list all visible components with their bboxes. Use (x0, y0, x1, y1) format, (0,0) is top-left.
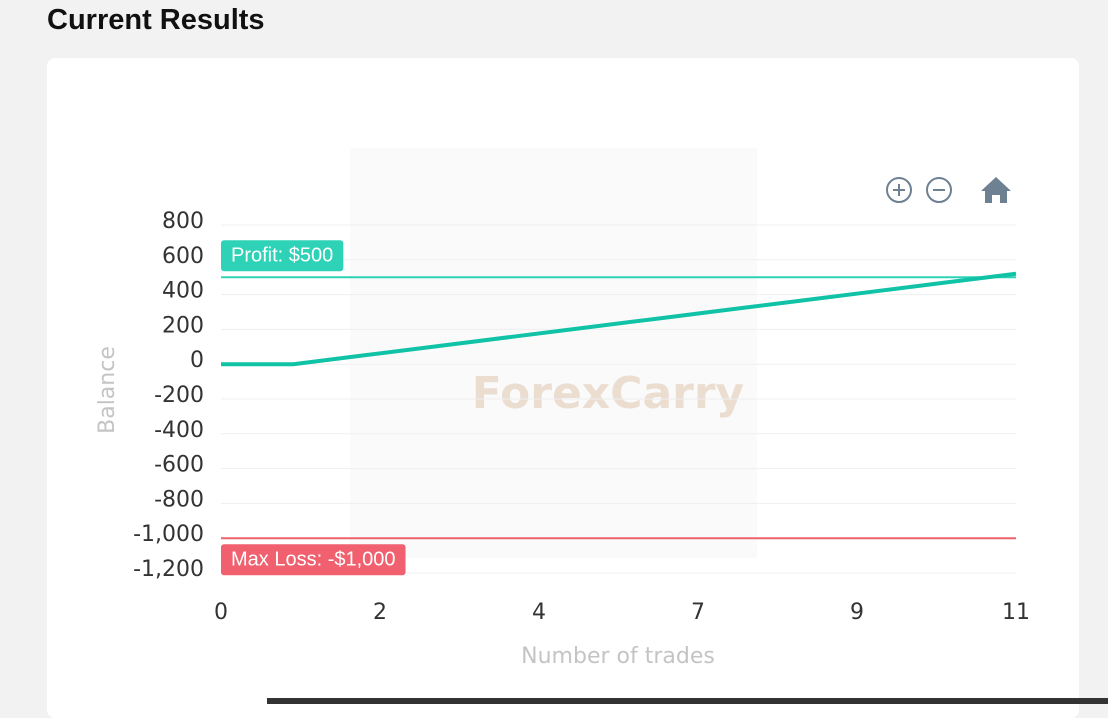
x-tick-label: 9 (850, 600, 864, 625)
x-tick-label: 4 (532, 600, 546, 625)
zoom-out[interactable] (926, 177, 952, 203)
y-tick-label: -600 (154, 453, 204, 478)
annotation-label: Max Loss: -$1,000 (231, 548, 396, 570)
zoom-in[interactable] (886, 177, 912, 203)
section-title: Current Results (47, 4, 265, 36)
annotation-box (221, 240, 344, 272)
x-tick-label: 2 (373, 600, 387, 625)
y-tick-label: -800 (154, 487, 204, 512)
y-tick-label: 800 (162, 209, 204, 234)
y-tick-label: 600 (162, 244, 204, 269)
y-tick-label: 200 (162, 313, 204, 338)
y-tick-label: -200 (154, 383, 204, 408)
toolbar[interactable] (886, 177, 1011, 203)
y-tick-label: 400 (162, 279, 204, 304)
watermark-bg (350, 148, 757, 558)
annotation: Max Loss: -$1,000 (221, 544, 406, 576)
annotation: Profit: $500 (221, 240, 344, 272)
x-tick-label: 11 (1002, 600, 1030, 625)
y-axis-title: Balance (95, 346, 120, 434)
annotation-box (221, 544, 406, 576)
x-axis-title: Number of trades (521, 644, 715, 669)
y-tick-label: 0 (190, 348, 204, 373)
bottom-bar (267, 698, 1108, 704)
line (221, 271, 1017, 367)
y-tick-label: -1,000 (133, 522, 204, 547)
y-tick-label: -1,200 (133, 557, 204, 582)
reset-zoom[interactable] (981, 177, 1011, 203)
x-tick-label: 7 (691, 600, 705, 625)
x-tick-label: 0 (214, 600, 228, 625)
annotation-label: Profit: $500 (231, 244, 333, 266)
y-tick-label: -400 (154, 418, 204, 443)
watermark: ForexCarry (472, 368, 745, 419)
